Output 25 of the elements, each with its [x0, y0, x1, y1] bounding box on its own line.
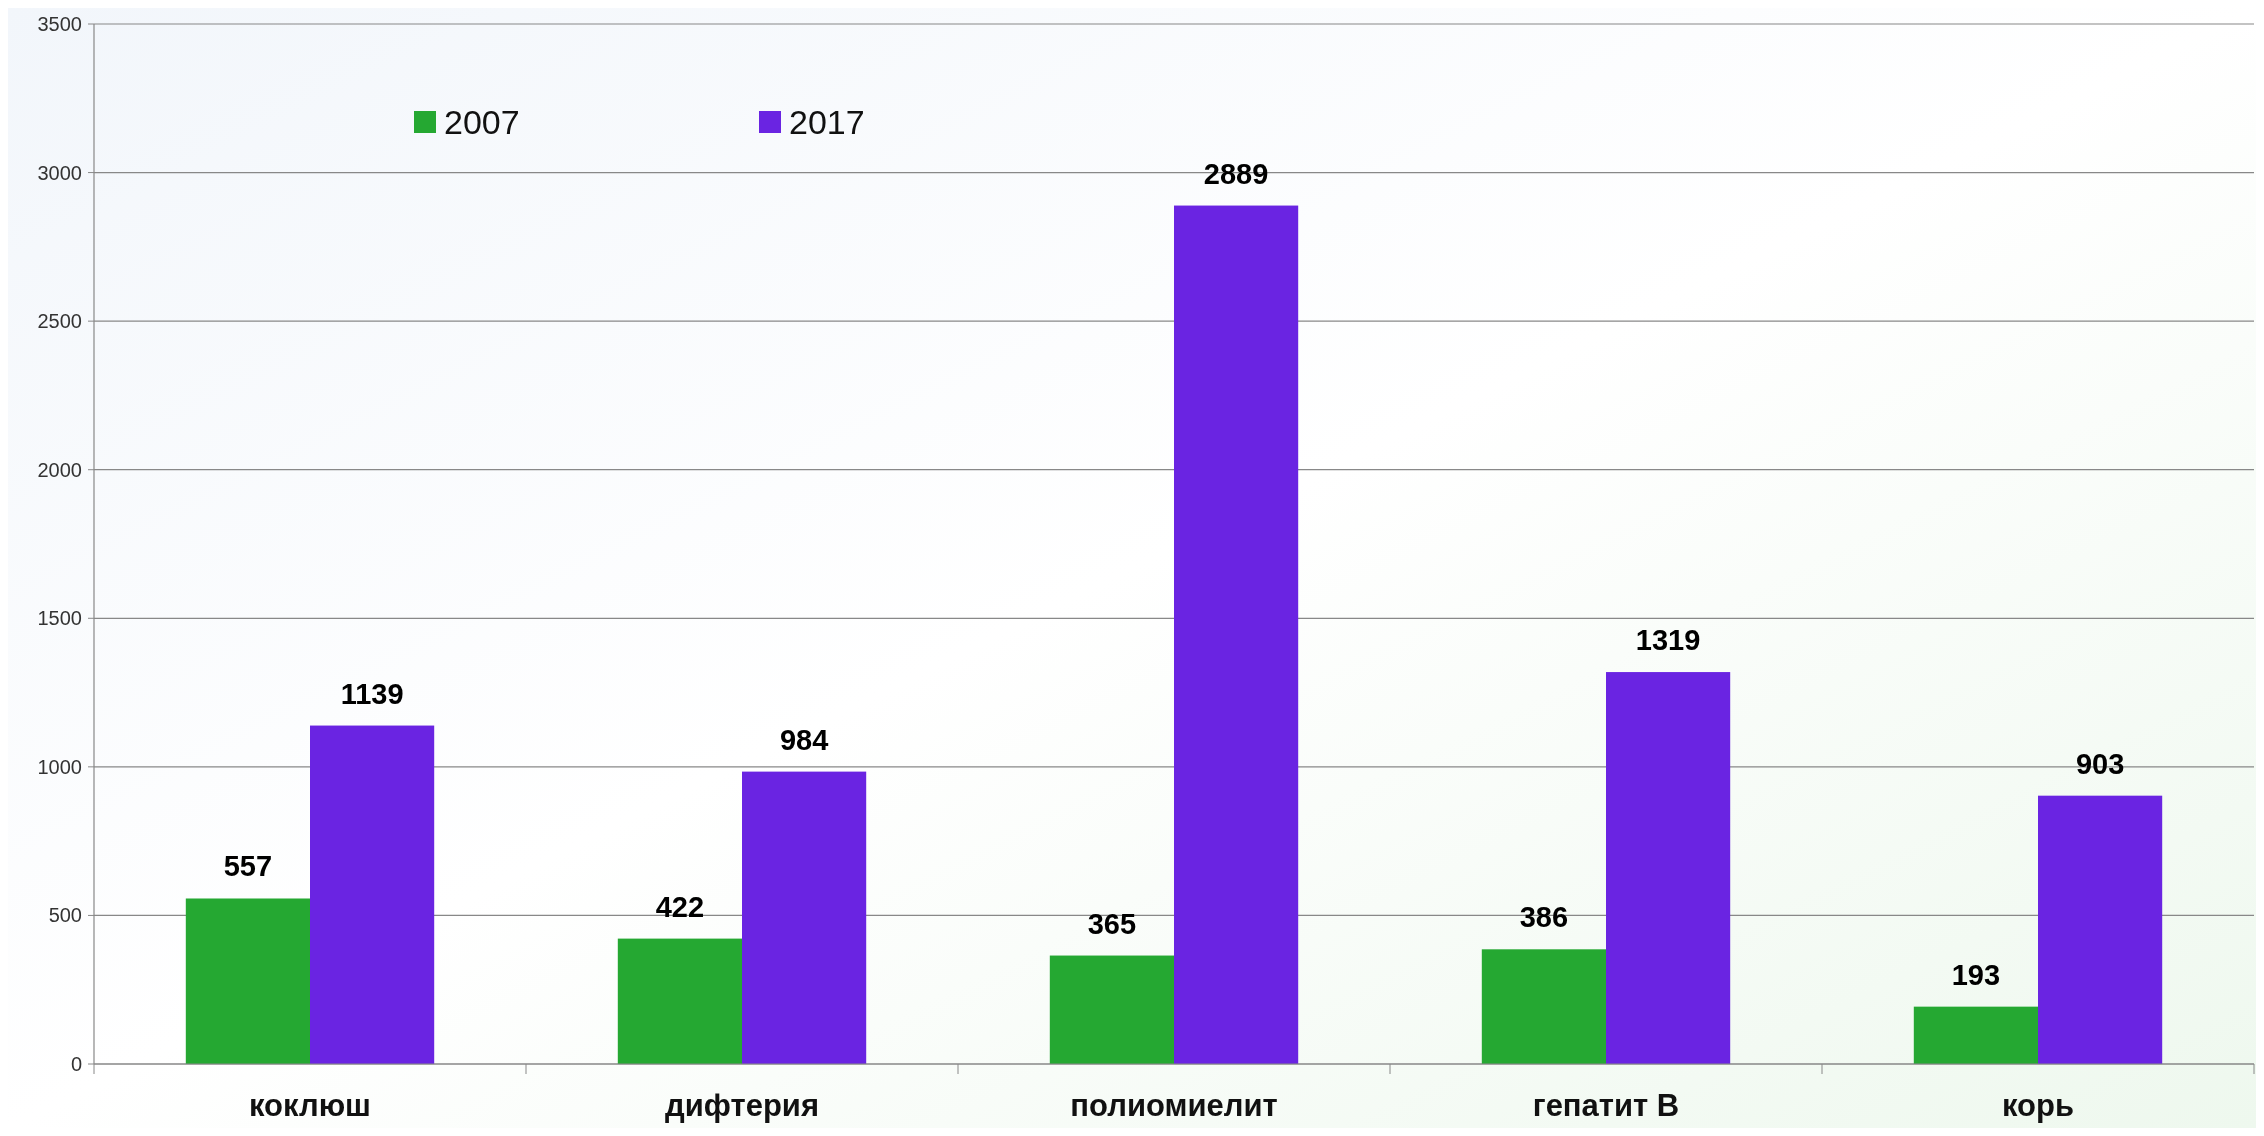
y-tick-label: 1000: [37, 755, 82, 778]
y-tick-label: 0: [70, 1053, 82, 1075]
data-label: 1139: [340, 677, 404, 710]
x-tick-label: коклюш: [249, 1088, 371, 1123]
legend-label: 2007: [444, 102, 520, 141]
x-tick-label: гепатит В: [1532, 1088, 1680, 1123]
y-tick-label: 3500: [37, 13, 82, 35]
data-label: 557: [223, 850, 273, 883]
x-tick-label: дифтерия: [665, 1088, 819, 1123]
data-label: 422: [655, 890, 705, 923]
x-tick-label: корь: [2001, 1088, 2075, 1123]
legend-label: 2017: [789, 102, 865, 141]
data-label: 903: [2075, 747, 2125, 780]
x-tick-label: полиомиелит: [1070, 1088, 1278, 1123]
y-tick-label: 2500: [37, 310, 82, 333]
data-label: 1319: [1635, 624, 1701, 657]
y-tick-label: 500: [48, 904, 82, 927]
data-label: 2889: [1203, 157, 1269, 190]
y-tick-label: 1500: [37, 607, 82, 630]
data-label: 984: [779, 723, 829, 756]
data-label: 193: [1951, 958, 2001, 991]
y-tick-label: 2000: [37, 458, 82, 481]
y-tick-label: 3000: [37, 161, 82, 184]
data-label: 365: [1087, 907, 1137, 940]
data-label: 386: [1519, 901, 1569, 934]
